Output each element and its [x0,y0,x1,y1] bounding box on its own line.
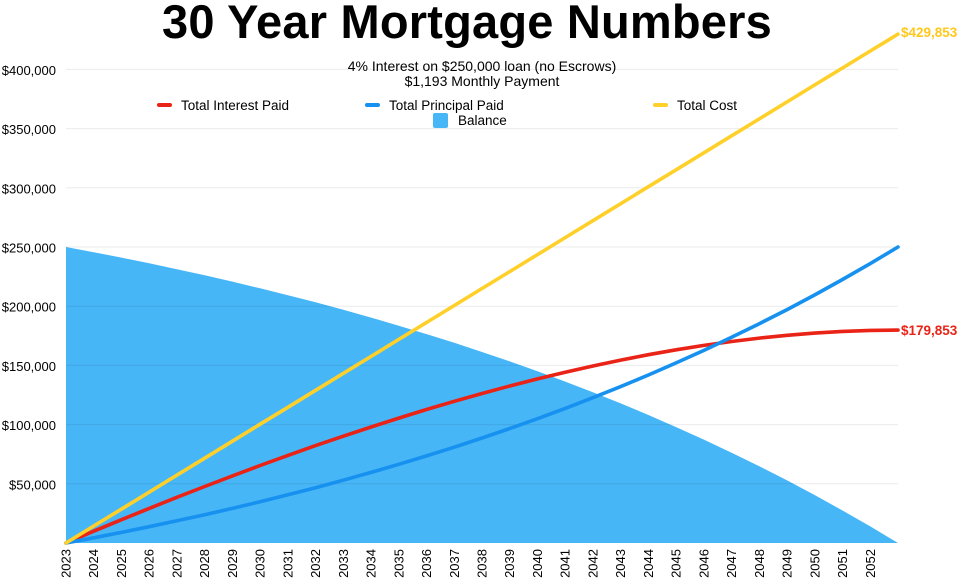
chart-title: 30 Year Mortgage Numbers [162,0,772,48]
y-axis-label: $300,000 [2,181,56,196]
x-axis-label: 2028 [197,549,212,578]
legend-item-total-cost: Total Cost [653,97,737,113]
legend-label-balance: Balance [458,112,507,128]
x-axis-label: 2027 [169,549,184,578]
legend-label-total-interest: Total Interest Paid [181,97,290,113]
x-axis-label: 2024 [86,549,101,578]
x-axis-label: 2031 [280,549,295,578]
y-axis-label: $400,000 [2,63,56,78]
x-axis-label: 2043 [613,549,628,578]
x-axis-label: 2045 [669,549,684,578]
y-axis-label: $350,000 [2,122,56,137]
x-axis-label: 2050 [807,549,822,578]
blue-dash-swatch-icon [365,103,380,107]
x-axis-label: 2051 [835,549,850,578]
x-axis-label: 2038 [475,549,490,578]
total-principal-paid-line [64,245,900,545]
x-axis-label: 2046 [696,549,711,578]
x-axis-label: 2026 [142,549,157,578]
x-axis-label: 2023 [59,549,74,578]
x-axis-label: 2047 [724,549,739,578]
legend-label-total-cost: Total Cost [677,97,738,113]
chart-subtitle-loan: 4% Interest on $250,000 loan (no Escrows… [347,58,617,74]
x-axis-label: 2029 [225,549,240,578]
y-axis-label: $150,000 [2,359,56,374]
x-axis-label: 2049 [780,549,795,578]
y-axis-label: $250,000 [2,241,56,256]
x-axis-label: 2025 [114,549,129,578]
legend-item-balance: Balance [433,112,507,128]
x-axis-label: 2052 [863,549,878,578]
total-interest-end-value-label: $179,853 [901,323,958,338]
y-axis-label: $100,000 [2,418,56,433]
legend-label-total-principal: Total Principal Paid [389,97,504,113]
x-axis-label: 2041 [558,549,573,578]
x-axis-label: 2035 [391,549,406,578]
legend-item-total-principal: Total Principal Paid [365,97,504,113]
legend-item-total-interest: Total Interest Paid [157,97,289,113]
x-axis-label: 2039 [502,549,517,578]
yellow-dash-swatch-icon [653,103,668,107]
x-axis-label: 2042 [585,549,600,578]
total-cost-line [64,32,900,545]
x-axis-label: 2036 [419,549,434,578]
chart-subtitle-payment: $1,193 Monthly Payment [404,73,560,89]
x-axis-label: 2030 [253,549,268,578]
total-interest-paid-line [64,328,900,545]
x-axis-label: 2040 [530,549,545,578]
x-axis-label: 2032 [308,549,323,578]
red-dash-swatch-icon [157,103,172,107]
x-axis-label: 2048 [752,549,767,578]
x-axis-label: 2034 [364,549,379,578]
x-axis-label: 2033 [336,549,351,578]
total-cost-end-value-label: $429,853 [901,25,958,40]
y-axis-label: $200,000 [2,300,56,315]
y-axis-label: $50,000 [9,477,56,492]
x-axis-label: 2037 [447,549,462,578]
blue-square-swatch-icon [433,112,448,128]
x-axis-label: 2044 [641,549,656,578]
